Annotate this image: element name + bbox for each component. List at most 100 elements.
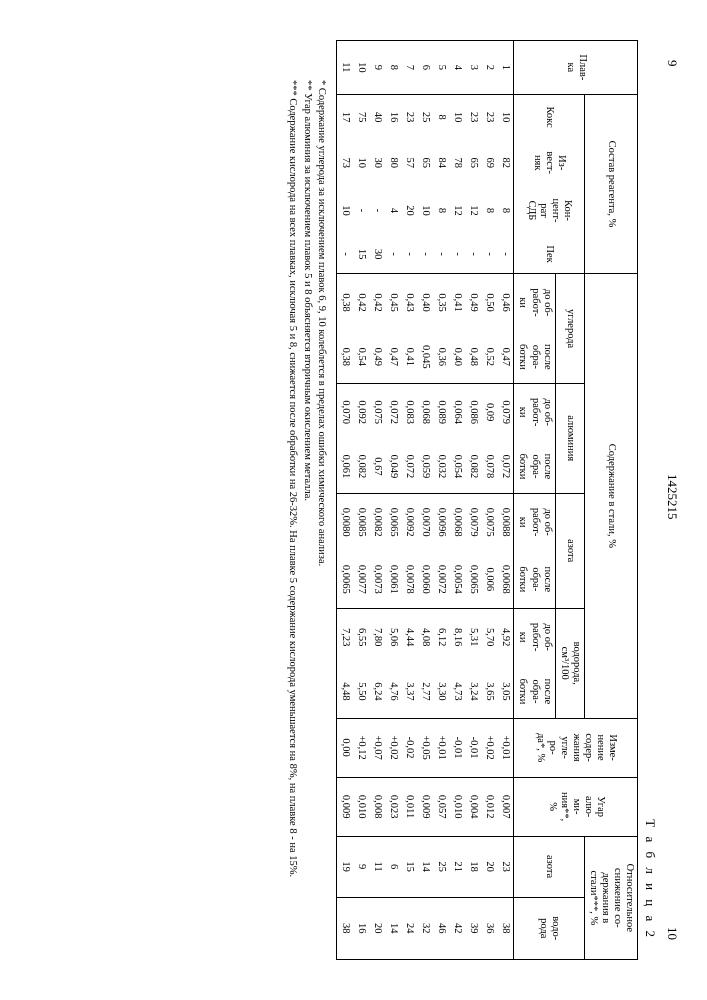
cell: 3,65 — [481, 665, 497, 718]
cell: 17 — [336, 94, 353, 139]
cell: 65 — [465, 139, 481, 186]
cell: 23 — [401, 94, 417, 139]
col-konc: Кон- цент- рат СДБ — [514, 186, 584, 235]
cell: 8 — [497, 186, 514, 235]
cell: 3,37 — [401, 665, 417, 718]
cell: 20 — [481, 836, 497, 897]
cell: 0,0078 — [401, 551, 417, 609]
cell: 0,0077 — [353, 551, 369, 609]
cell: 2 — [481, 41, 497, 95]
col-n-after: после обра- ботки — [514, 551, 555, 609]
cell: 0,059 — [417, 440, 433, 493]
cell: 0,0075 — [481, 493, 497, 551]
cell: 8 — [481, 186, 497, 235]
cell: 7 — [401, 41, 417, 95]
cell: +0,01 — [433, 718, 449, 777]
col-rel-group: Относительное снижение со- держания в ст… — [584, 836, 637, 959]
cell: 0,0060 — [417, 551, 433, 609]
cell: 0,49 — [369, 331, 385, 384]
cell: 6,55 — [353, 608, 369, 665]
cell: 25 — [417, 94, 433, 139]
cell: 32 — [417, 897, 433, 959]
data-table: Плав- ка Состав реагента, % Содержание в… — [336, 40, 638, 960]
table-row: 110828-0,460,470,0790,0720,00880,00684,9… — [497, 41, 514, 960]
col-ugar-al: Угар алю- ми- ния**, % — [514, 777, 638, 836]
page-left: 9 — [664, 60, 680, 67]
cell: - — [385, 235, 401, 274]
cell: 80 — [385, 139, 401, 186]
col-h-before: до об- работ- ки — [514, 608, 555, 665]
cell: 0,45 — [385, 274, 401, 331]
cell: - — [449, 235, 465, 274]
cell: 73 — [336, 139, 353, 186]
cell: 0,011 — [401, 777, 417, 836]
cell: 38 — [336, 897, 353, 959]
cell: -0,02 — [401, 718, 417, 777]
cell: +0,07 — [369, 718, 385, 777]
cell: +0,05 — [417, 718, 433, 777]
cell: 14 — [417, 836, 433, 897]
cell: 0,0073 — [369, 551, 385, 609]
cell: 0,49 — [465, 274, 481, 331]
cell: 0,064 — [449, 383, 465, 440]
cell: 0,0096 — [433, 493, 449, 551]
cell: 8 — [433, 186, 449, 235]
cell: 0,09 — [481, 383, 497, 440]
cell: 10 — [353, 41, 369, 95]
cell: 2,77 — [417, 665, 433, 718]
cell: 6 — [417, 41, 433, 95]
cell: 0,075 — [369, 383, 385, 440]
cell: 0,0085 — [353, 493, 369, 551]
cell: 0,072 — [401, 440, 417, 493]
cell: 10 — [417, 186, 433, 235]
cell: 78 — [449, 139, 465, 186]
col-koks: Кокс — [514, 94, 584, 139]
cell: - — [401, 235, 417, 274]
cell: 0,0070 — [417, 493, 433, 551]
cell: 0,089 — [433, 383, 449, 440]
cell: 0,43 — [401, 274, 417, 331]
cell: 0,54 — [353, 331, 369, 384]
cell: +0,02 — [481, 718, 497, 777]
cell: 46 — [433, 897, 449, 959]
cell: 69 — [481, 139, 497, 186]
cell: 0,057 — [433, 777, 449, 836]
cell: 0,023 — [385, 777, 401, 836]
cell: 19 — [336, 836, 353, 897]
footnote-1: * Содержание углерода за исключением пла… — [314, 60, 328, 960]
cell: 0,032 — [433, 440, 449, 493]
cell: 0,0065 — [336, 551, 353, 609]
table-row: 94030-300,420,490,0750,670,00820,00737,8… — [369, 41, 385, 960]
cell: 39 — [465, 897, 481, 959]
cell: 4,48 — [336, 665, 353, 718]
cell: - — [481, 235, 497, 274]
cell: 9 — [369, 41, 385, 95]
cell: 4,76 — [385, 665, 401, 718]
cell: 0,0054 — [449, 551, 465, 609]
col-al-after: после обра- ботки — [514, 440, 555, 493]
table-row: 11177310-0,380,380,0700,0610,00800,00657… — [336, 41, 353, 960]
cell: 0,079 — [497, 383, 514, 440]
cell: 0,38 — [336, 274, 353, 331]
cell: 10 — [449, 94, 465, 139]
rotated-content: 9 14 25 2 15 10 Т а б л и ц а 2 Плав- ка Со… — [285, 20, 680, 980]
cell: 0,078 — [481, 440, 497, 493]
table-row: 4107812-0,410,400,0640,0540,00680,00548,… — [449, 41, 465, 960]
cell: 24 — [401, 897, 417, 959]
cell: 8 — [433, 94, 449, 139]
cell: 18 — [465, 836, 481, 897]
cell: 0,0088 — [497, 493, 514, 551]
cell: 23 — [465, 94, 481, 139]
table-title: Т а б л и ц а 2 — [642, 20, 658, 940]
cell: 30 — [369, 235, 385, 274]
cell: 3,05 — [497, 665, 514, 718]
cell: 12 — [449, 186, 465, 235]
cell: 0,0092 — [401, 493, 417, 551]
table-head: Плав- ка Состав реагента, % Содержание в… — [514, 41, 638, 960]
table-row: 7235720-0,430,410,0830,0720,00920,00784,… — [401, 41, 417, 960]
cell: 57 — [401, 139, 417, 186]
col-plavka: Плав- ка — [514, 41, 638, 95]
cell: - — [417, 235, 433, 274]
col-c-before: до об- работ- ки — [514, 274, 555, 331]
cell: 15 — [401, 836, 417, 897]
